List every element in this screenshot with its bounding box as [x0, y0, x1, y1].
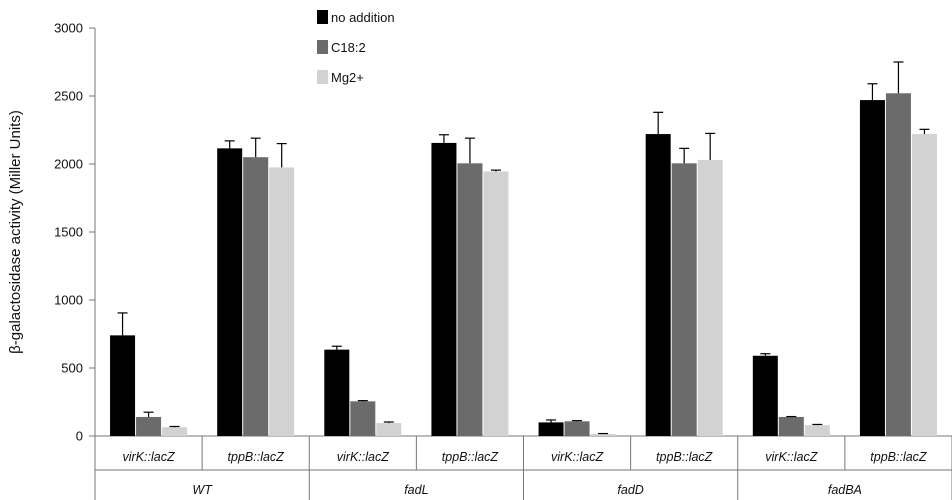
legend-swatch: [317, 70, 328, 84]
bar-2-3: [483, 171, 509, 437]
bar-1-1: [243, 157, 269, 436]
group-label: WT: [192, 483, 213, 497]
category-labels: virK::lacZ tppB::lacZ virK::lacZ tppB::lacZ…: [123, 450, 927, 497]
bar-0-5: [645, 134, 671, 436]
legend-label: no addition: [331, 10, 395, 25]
group-label: fadL: [404, 483, 428, 497]
category-label: virK::lacZ: [551, 450, 603, 464]
bar-1-0: [136, 416, 162, 436]
bar-2-4: [590, 433, 616, 436]
bar-2-0: [162, 427, 188, 436]
bar-2-7: [911, 134, 937, 436]
bar-2-6: [804, 425, 830, 436]
bar-0-1: [217, 148, 243, 437]
bar-1-2: [350, 401, 376, 436]
group-label: fadBA: [828, 483, 862, 497]
error-bars: [117, 61, 930, 435]
bar-1-3: [457, 163, 483, 436]
category-label: tppB::lacZ: [228, 450, 285, 464]
category-label: tppB::lacZ: [442, 450, 499, 464]
y-tick-label: 2000: [54, 157, 83, 172]
category-label: virK::lacZ: [765, 450, 817, 464]
y-tick-label: 2500: [54, 89, 83, 104]
bar-0-3: [431, 142, 457, 437]
legend-swatch: [317, 10, 328, 24]
bar-2-1: [269, 167, 295, 436]
bar-0-7: [859, 100, 885, 436]
category-label: tppB::lacZ: [656, 450, 713, 464]
legend-swatch: [317, 40, 328, 54]
bar-0-6: [752, 355, 778, 436]
category-label: virK::lacZ: [123, 450, 175, 464]
bar-0-0: [110, 335, 136, 436]
bar-1-6: [778, 416, 804, 436]
group-label: fadD: [617, 483, 643, 497]
bar-2-5: [697, 159, 723, 437]
bar-0-4: [538, 422, 564, 436]
bar-1-7: [885, 93, 911, 436]
y-tick-label: 3000: [54, 21, 83, 36]
category-label: tppB::lacZ: [870, 450, 927, 464]
y-tick-label: 1500: [54, 225, 83, 240]
bars: [110, 93, 937, 437]
y-axis-label: β-galactosidase activity (Miller Units): [7, 110, 24, 354]
y-tick-label: 1000: [54, 293, 83, 308]
y-tick-label: 0: [76, 429, 83, 444]
legend-label: Mg2+: [331, 70, 364, 85]
legend: no addition C18:2 Mg2+: [317, 10, 395, 85]
legend-label: C18:2: [331, 40, 366, 55]
bar-0-2: [324, 349, 350, 436]
bar-2-2: [376, 423, 402, 436]
bar-1-4: [564, 421, 590, 436]
y-tick-label: 500: [61, 361, 83, 376]
bar-1-5: [671, 163, 697, 436]
category-label: virK::lacZ: [337, 450, 389, 464]
